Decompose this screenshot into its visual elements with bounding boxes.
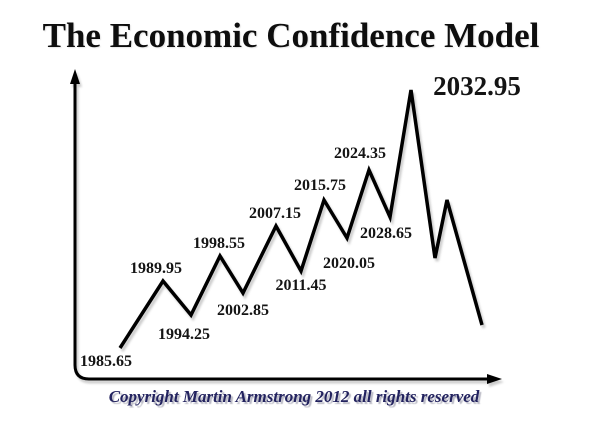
turning-point-label-1998.55: 1998.55: [193, 235, 245, 252]
turning-point-label-2007.15: 2007.15: [249, 205, 301, 222]
turning-point-label-2020.05: 2020.05: [323, 255, 375, 272]
turning-point-label-2015.75: 2015.75: [294, 177, 346, 194]
turning-point-label-1994.25: 1994.25: [158, 326, 210, 343]
turning-point-label-2002.85: 2002.85: [217, 302, 269, 319]
turning-point-label-2011.45: 2011.45: [275, 277, 326, 294]
axis-lines: [73, 80, 490, 381]
copyright-text: Copyright Martin Armstrong 2012 all righ…: [108, 387, 480, 406]
turning-point-label-1985.65: 1985.65: [80, 353, 132, 370]
turning-point-label-2032.95: 2032.95: [433, 71, 521, 101]
turning-point-label-2028.65: 2028.65: [360, 225, 412, 242]
label-layer: 1985.65 1989.95 1994.25 1998.55 2002.85 2007.…: [80, 71, 521, 370]
turning-point-label-2024.35: 2024.35: [334, 145, 386, 162]
axes: [70, 69, 502, 384]
turning-point-label-1989.95: 1989.95: [130, 260, 182, 277]
y-axis-arrowhead-icon: [70, 69, 80, 84]
chart-title: The Economic Confidence Model: [42, 16, 540, 55]
x-axis-arrowhead-icon: [487, 374, 502, 384]
ecm-wave-line: [118, 89, 484, 349]
wave-layer: [118, 89, 484, 349]
